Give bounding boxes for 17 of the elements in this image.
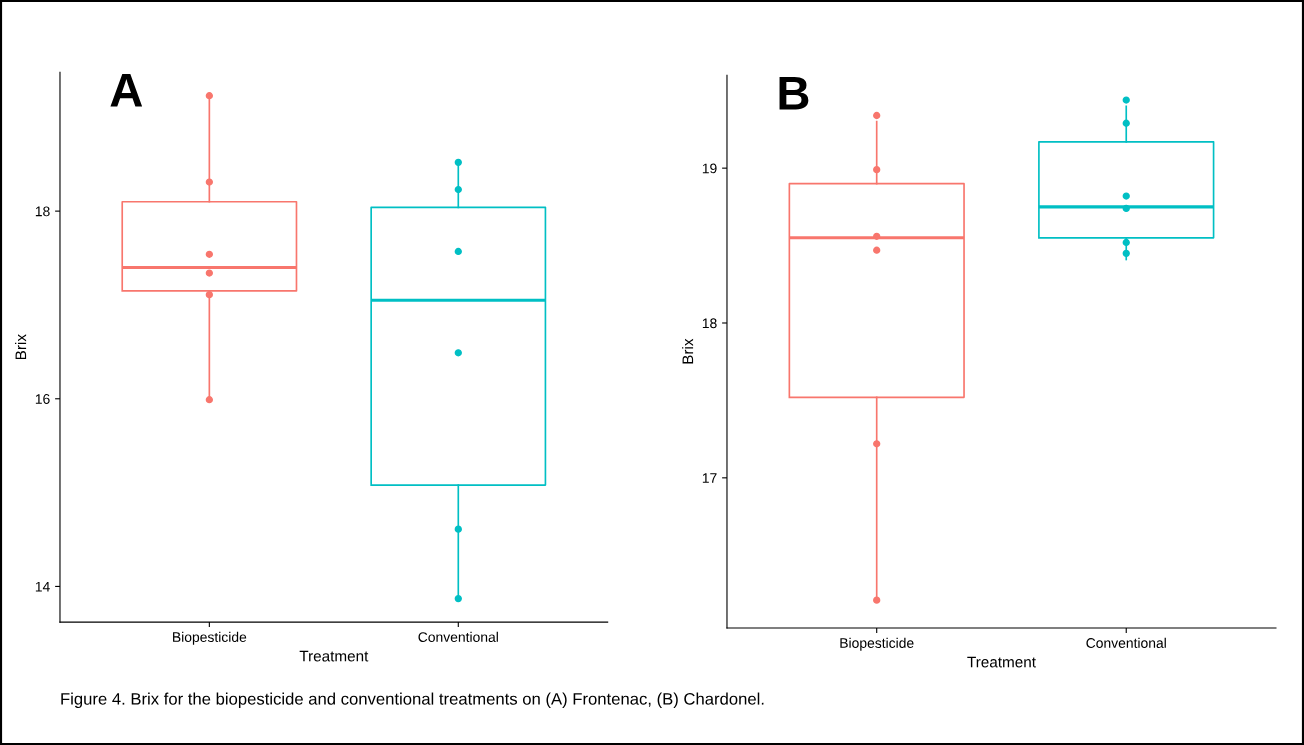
y-tick-label: 18 <box>702 318 717 329</box>
y-axis-title: Brix <box>15 334 27 360</box>
x-tick-label: Biopesticide <box>173 631 247 645</box>
x-tick-label: Conventional <box>418 631 498 642</box>
y-tick-label: 16 <box>35 394 50 404</box>
y-tick-label: 14 <box>35 581 50 592</box>
x-axis-title: Treatment <box>967 656 1036 668</box>
y-axis-title: Brix <box>682 338 694 364</box>
x-tick-label: Conventional <box>1086 637 1166 648</box>
y-tick-label: 17 <box>702 473 717 483</box>
chart-title: B <box>779 76 809 110</box>
chart-title: A <box>110 74 143 107</box>
y-tick-label: 18 <box>35 206 50 217</box>
x-axis-title: Treatment <box>299 650 369 662</box>
caption: Figure 4. Brix for the biopesticide and conventional treatments on (A) Frontenac, (B) Chardonel. <box>61 692 764 709</box>
x-tick-label: Biopesticide <box>840 637 914 651</box>
y-tick-label: 19 <box>702 163 717 174</box>
